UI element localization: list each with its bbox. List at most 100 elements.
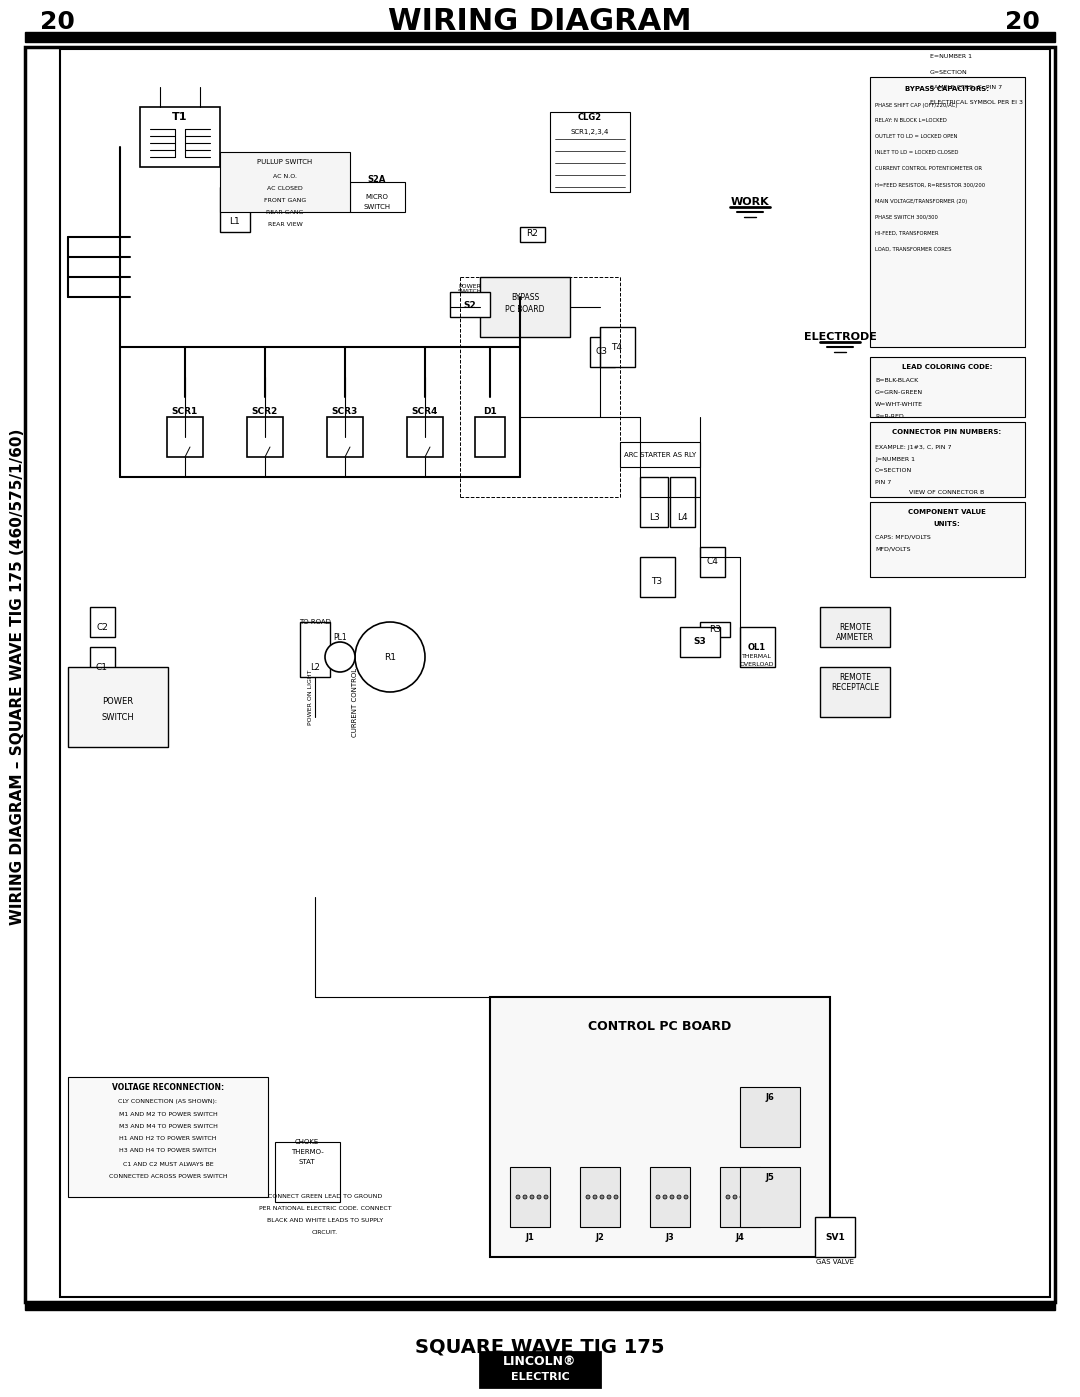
Text: PULLUP SWITCH: PULLUP SWITCH: [257, 159, 312, 165]
Text: TO ROAD: TO ROAD: [299, 619, 330, 624]
Text: C1 AND C2 MUST ALWAYS BE: C1 AND C2 MUST ALWAYS BE: [123, 1161, 214, 1166]
Bar: [820, 608, 890, 647]
Text: BYPASS CAPACITORS:: BYPASS CAPACITORS:: [905, 87, 989, 92]
Text: T4: T4: [611, 342, 622, 352]
Bar: [600, 327, 635, 367]
Text: R1: R1: [384, 652, 396, 662]
Bar: [820, 666, 890, 717]
Bar: [720, 1166, 760, 1227]
Bar: [60, 49, 1050, 1296]
Circle shape: [733, 1194, 737, 1199]
Bar: [25, 47, 1055, 1302]
Text: CONNECT GREEN LEAD TO GROUND: CONNECT GREEN LEAD TO GROUND: [268, 1194, 382, 1200]
Bar: [475, 416, 505, 457]
Text: PIN 7: PIN 7: [875, 481, 891, 486]
Bar: [620, 441, 700, 467]
Bar: [480, 1352, 600, 1387]
Text: PC BOARD: PC BOARD: [505, 305, 544, 313]
Text: AMMETER: AMMETER: [836, 633, 874, 641]
Text: PHASE SHIFT CAP (OFF/220/AC): PHASE SHIFT CAP (OFF/220/AC): [875, 102, 957, 108]
Text: R=R-RED: R=R-RED: [875, 415, 904, 419]
Text: LINCOLN®: LINCOLN®: [503, 1355, 577, 1368]
Text: D1: D1: [483, 408, 497, 416]
Bar: [407, 416, 443, 457]
Circle shape: [684, 1194, 688, 1199]
Circle shape: [523, 1194, 527, 1199]
Text: INLET TO LD = LOCKED CLOSED: INLET TO LD = LOCKED CLOSED: [875, 151, 958, 155]
Text: H=FEED RESISTOR, R=RESISTOR 300/200: H=FEED RESISTOR, R=RESISTOR 300/200: [875, 183, 985, 187]
Bar: [740, 1087, 800, 1147]
Circle shape: [537, 1194, 541, 1199]
Text: CONNECTOR PIN NUMBERS:: CONNECTOR PIN NUMBERS:: [892, 429, 1001, 434]
Circle shape: [325, 643, 355, 672]
Text: R3: R3: [708, 624, 721, 633]
Text: SCR1,2,3,4: SCR1,2,3,4: [571, 129, 609, 136]
Text: AC CLOSED: AC CLOSED: [267, 187, 302, 191]
Text: J5: J5: [766, 1172, 774, 1182]
Text: VOLTAGE RECONNECTION:: VOLTAGE RECONNECTION:: [112, 1083, 224, 1091]
Bar: [220, 187, 249, 232]
Text: CURRENT CONTROL POTENTIOMETER OR: CURRENT CONTROL POTENTIOMETER OR: [875, 166, 982, 172]
Text: S2A: S2A: [368, 175, 387, 183]
Text: S3: S3: [693, 637, 706, 647]
Text: C4: C4: [706, 557, 718, 567]
Bar: [870, 77, 1025, 346]
Bar: [550, 112, 630, 191]
Text: OVERLOAD: OVERLOAD: [740, 662, 774, 668]
Bar: [350, 182, 405, 212]
Text: EXAMPLE: J1#3, C, PIN 7: EXAMPLE: J1#3, C, PIN 7: [875, 444, 951, 450]
Text: M3 AND M4 TO POWER SWITCH: M3 AND M4 TO POWER SWITCH: [119, 1123, 217, 1129]
Bar: [25, 1302, 1055, 1310]
Bar: [740, 627, 775, 666]
Bar: [247, 416, 283, 457]
Text: LEAD COLORING CODE:: LEAD COLORING CODE:: [902, 365, 993, 370]
Text: PER NATIONAL ELECTRIC CODE. CONNECT: PER NATIONAL ELECTRIC CODE. CONNECT: [259, 1207, 391, 1211]
Text: C3: C3: [596, 348, 608, 356]
Text: C2: C2: [96, 623, 108, 631]
Text: BLACK AND WHITE LEADS TO SUPPLY: BLACK AND WHITE LEADS TO SUPPLY: [267, 1218, 383, 1224]
Text: T1: T1: [172, 112, 188, 122]
Circle shape: [754, 1194, 758, 1199]
Circle shape: [607, 1194, 611, 1199]
Text: J6: J6: [766, 1092, 774, 1101]
Bar: [275, 1141, 340, 1201]
Bar: [580, 1166, 620, 1227]
Text: HI-FEED, TRANSFORMER: HI-FEED, TRANSFORMER: [875, 231, 939, 236]
Circle shape: [677, 1194, 681, 1199]
Text: L4: L4: [677, 513, 687, 521]
Circle shape: [355, 622, 426, 692]
Bar: [590, 337, 615, 367]
Text: S2: S2: [463, 300, 476, 310]
Circle shape: [663, 1194, 667, 1199]
Text: CHOKE: CHOKE: [295, 1139, 319, 1146]
Circle shape: [726, 1194, 730, 1199]
Text: REAR VIEW: REAR VIEW: [268, 222, 302, 228]
Text: J1: J1: [526, 1232, 535, 1242]
Bar: [640, 557, 675, 597]
Text: REAR GANG: REAR GANG: [267, 211, 303, 215]
Text: WIRING DIAGRAM: WIRING DIAGRAM: [388, 7, 692, 36]
Text: C=SECTION: C=SECTION: [875, 468, 913, 474]
Text: M1 AND M2 TO POWER SWITCH: M1 AND M2 TO POWER SWITCH: [119, 1112, 217, 1116]
Text: PL1: PL1: [334, 633, 347, 641]
Text: OUTLET TO LD = LOCKED OPEN: OUTLET TO LD = LOCKED OPEN: [875, 134, 957, 140]
Text: CONTROL PC BOARD: CONTROL PC BOARD: [589, 1020, 731, 1034]
Text: GAS VALVE: GAS VALVE: [816, 1259, 854, 1266]
Bar: [480, 277, 570, 337]
Text: ARC STARTER AS RLY: ARC STARTER AS RLY: [624, 453, 697, 458]
Bar: [815, 1217, 855, 1257]
Text: CLY CONNECTION (AS SHOWN):: CLY CONNECTION (AS SHOWN):: [119, 1099, 217, 1105]
Circle shape: [670, 1194, 674, 1199]
Circle shape: [530, 1194, 534, 1199]
Text: SCR1: SCR1: [172, 408, 198, 416]
Bar: [700, 622, 730, 637]
Text: J4: J4: [735, 1232, 744, 1242]
Bar: [490, 997, 831, 1257]
Text: POWER ON LIGHT: POWER ON LIGHT: [308, 669, 312, 725]
Bar: [90, 647, 114, 678]
Bar: [68, 1077, 268, 1197]
Bar: [25, 32, 1055, 42]
Bar: [680, 627, 720, 657]
Bar: [650, 1166, 690, 1227]
Text: REMOTE: REMOTE: [839, 623, 870, 631]
